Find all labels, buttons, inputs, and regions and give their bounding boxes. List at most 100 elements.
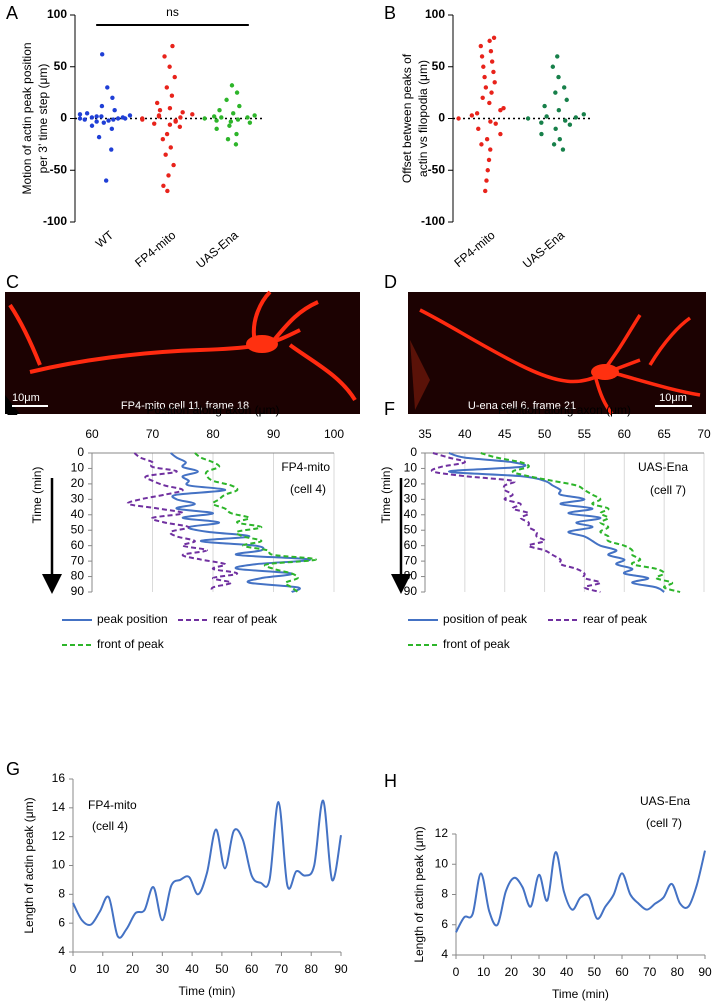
- panel-label: F: [384, 399, 395, 419]
- data-line: [455, 850, 706, 933]
- y-tick-label: 70: [404, 553, 418, 567]
- y-axis-label: Time (min): [30, 467, 44, 524]
- data-point: [103, 178, 109, 183]
- x-tick-label: 60: [615, 965, 629, 979]
- data-point: [96, 134, 102, 140]
- data-point: [235, 117, 241, 122]
- x-tick-label: UAS-Ena: [193, 228, 241, 271]
- x-tick-label: 60: [85, 427, 99, 441]
- x-tick-label: WT: [93, 228, 117, 251]
- data-line: [170, 452, 311, 593]
- y-tick-label: 50: [71, 522, 85, 536]
- data-point: [550, 64, 556, 69]
- y-tick-label: 80: [71, 569, 85, 583]
- y-axis-label: Offset between peaks of: [400, 53, 414, 183]
- y-tick-label: 14: [52, 800, 66, 814]
- x-tick-label: 30: [156, 962, 170, 976]
- data-point: [111, 117, 116, 122]
- data-point: [157, 108, 163, 113]
- data-point: [567, 122, 573, 127]
- data-point: [152, 121, 157, 126]
- panel-label: G: [6, 759, 20, 779]
- x-axis-label: Position along axon (μm): [498, 403, 631, 417]
- data-point: [84, 111, 90, 116]
- x-tick-label: UAS-Ena: [520, 228, 568, 271]
- x-tick-label: 65: [657, 427, 671, 441]
- x-tick-label: 0: [453, 965, 460, 979]
- data-point: [551, 142, 557, 147]
- data-point: [167, 64, 172, 69]
- y-tick-label: 10: [435, 856, 449, 870]
- annotation: (cell 4): [290, 482, 326, 496]
- data-point: [166, 173, 171, 178]
- data-point: [539, 120, 544, 125]
- data-point: [82, 117, 87, 122]
- data-line: [430, 452, 602, 593]
- data-point: [202, 116, 207, 121]
- data-line: [194, 452, 317, 593]
- data-point: [229, 83, 235, 88]
- x-tick-label: 50: [215, 962, 229, 976]
- data-point: [542, 103, 547, 109]
- x-tick-label: FP4-mito: [451, 228, 498, 270]
- y-tick-label: 40: [404, 507, 418, 521]
- data-point: [487, 100, 492, 106]
- y-tick-label: 40: [71, 507, 85, 521]
- data-point: [100, 52, 105, 57]
- data-point: [485, 168, 490, 173]
- legend-label: rear of peak: [583, 612, 648, 626]
- data-point: [488, 49, 494, 54]
- x-tick-label: FP4-mito: [132, 228, 179, 270]
- data-point: [525, 116, 531, 121]
- data-point: [234, 90, 240, 95]
- y-tick-label: 50: [432, 59, 446, 73]
- data-point: [564, 97, 569, 103]
- y-tick-label: 12: [52, 829, 66, 843]
- data-point: [493, 121, 498, 126]
- data-point: [190, 112, 195, 117]
- data-point: [474, 111, 480, 116]
- y-tick-label: 4: [58, 944, 65, 958]
- x-tick-label: 80: [206, 427, 220, 441]
- x-axis-label: Time (min): [179, 984, 236, 998]
- data-point: [483, 188, 488, 194]
- data-point: [164, 85, 169, 90]
- y-tick-label: 6: [58, 915, 65, 929]
- data-point: [211, 114, 217, 119]
- data-point: [556, 74, 561, 80]
- data-point: [237, 103, 242, 109]
- y-axis-label: Length of actin peak (μm): [22, 797, 36, 933]
- x-tick-label: 70: [697, 427, 711, 441]
- data-point: [109, 126, 115, 132]
- x-tick-label: 30: [532, 965, 546, 979]
- data-point: [101, 120, 106, 125]
- data-point: [162, 54, 167, 59]
- data-point: [498, 131, 503, 137]
- data-point: [180, 110, 185, 115]
- data-point: [99, 114, 104, 119]
- data-point: [227, 123, 232, 128]
- data-point: [482, 74, 487, 80]
- data-point: [177, 124, 183, 129]
- data-point: [480, 95, 485, 101]
- data-point: [214, 126, 219, 132]
- data-point: [99, 103, 105, 109]
- data-point: [219, 115, 224, 120]
- image-caption: FP4-mito cell 11, frame 18: [121, 400, 249, 412]
- panel-label: D: [384, 272, 397, 292]
- data-point: [491, 69, 496, 75]
- y-tick-label: 90: [71, 584, 85, 598]
- data-point: [491, 35, 497, 40]
- data-point: [167, 105, 173, 111]
- annotation: FP4-mito: [281, 460, 330, 474]
- data-point: [225, 137, 231, 142]
- data-point: [501, 105, 506, 111]
- data-point: [154, 100, 160, 106]
- micrograph: 10μm FP4-mito cell 11, frame 18: [5, 290, 360, 414]
- y-tick-label: -50: [50, 162, 68, 176]
- y-tick-label: 4: [441, 947, 448, 961]
- data-point: [160, 137, 166, 142]
- y-tick-label: 30: [71, 492, 85, 506]
- legend-label: position of peak: [443, 612, 528, 626]
